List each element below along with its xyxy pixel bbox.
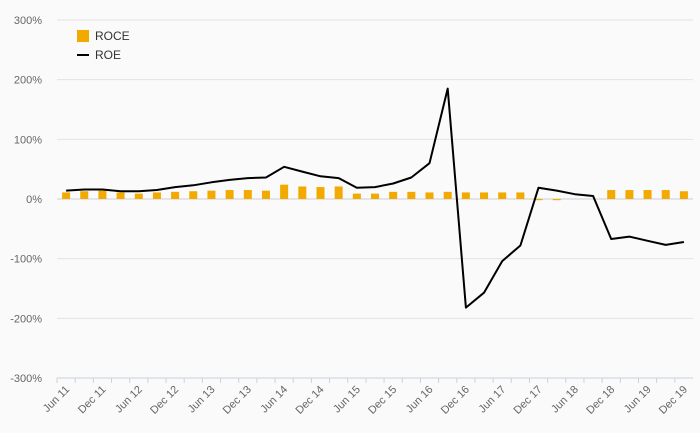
roce-bar — [171, 191, 180, 199]
x-tick-label: Dec 16 — [439, 384, 472, 417]
x-tick-label: Jun 12 — [113, 384, 145, 416]
roe-series-line — [66, 87, 685, 309]
x-tick-label: Jun 13 — [186, 384, 218, 416]
x-axis: Jun 11 Dec 11 Jun 12 Dec 12 Jun 13 Dec 13 Jun … — [41, 377, 693, 417]
x-tick-label: Jun 16 — [404, 384, 436, 416]
y-tick-label: 300% — [14, 15, 42, 27]
y-axis: 300% 200% 100% 0% -100% -200% -300% — [10, 15, 42, 385]
roce-bar — [116, 192, 125, 199]
roce-bar — [443, 191, 452, 199]
x-tick-label: Dec 12 — [148, 384, 181, 417]
roce-bar — [389, 191, 398, 199]
x-tick-label: Dec 11 — [76, 384, 109, 417]
roce-bar — [498, 192, 507, 199]
roce-bar — [243, 190, 252, 199]
y-tick-label: 0% — [26, 194, 42, 206]
x-tick-label: Dec 19 — [657, 384, 690, 417]
x-tick-label: Dec 15 — [366, 384, 399, 417]
roce-bar — [407, 191, 416, 199]
roce-bar — [643, 190, 652, 199]
y-tick-label: 200% — [14, 75, 42, 87]
roce-bar — [516, 192, 525, 199]
y-tick-label: 100% — [14, 134, 42, 146]
roce-bar — [425, 192, 434, 199]
roce-bar — [280, 184, 289, 199]
roce-bar — [625, 190, 634, 199]
x-tick-label: Jun 14 — [258, 384, 290, 416]
roce-bar — [316, 187, 325, 199]
x-tick-label: Jun 15 — [331, 384, 363, 416]
roce-bar — [207, 190, 216, 199]
roce-bar — [80, 191, 89, 199]
x-tick-label: Jun 18 — [549, 384, 581, 416]
roce-bar — [98, 190, 107, 199]
roce-bar — [62, 192, 71, 199]
roce-bars — [62, 184, 688, 201]
roce-bar — [352, 193, 361, 199]
x-tick-label: Dec 18 — [584, 384, 617, 417]
roe-line — [66, 87, 685, 309]
legend-swatch-roce — [77, 30, 89, 42]
roce-bar — [679, 191, 688, 199]
roce-bar — [461, 192, 470, 199]
legend-label-roce: ROCE — [95, 29, 130, 43]
x-tick-label: Dec 13 — [221, 384, 254, 417]
roce-bar — [552, 199, 561, 201]
roce-bar — [534, 199, 543, 201]
y-tick-label: -100% — [10, 254, 42, 266]
roce-bar — [189, 191, 198, 199]
roce-bar — [661, 190, 670, 199]
x-tick-label: Dec 14 — [293, 384, 326, 417]
x-tick-label: Jun 17 — [476, 384, 508, 416]
x-tick-label: Jun 11 — [41, 384, 72, 415]
x-tick-label: Jun 19 — [622, 384, 654, 416]
y-tick-label: -300% — [10, 373, 42, 385]
roce-bar — [480, 192, 489, 199]
y-tick-label: -200% — [10, 313, 42, 325]
roce-bar — [298, 186, 307, 199]
legend-label-roe: ROE — [95, 48, 121, 62]
roce-bar — [607, 190, 616, 199]
roce-bar — [371, 193, 379, 199]
roce-bar — [225, 190, 234, 199]
roce-bar — [334, 186, 343, 199]
roce-bar — [261, 190, 270, 199]
x-tick-label: Dec 17 — [512, 384, 545, 417]
legend: ROCE ROE — [77, 29, 130, 62]
roce-bar — [134, 193, 143, 199]
roce-bar — [152, 192, 161, 199]
